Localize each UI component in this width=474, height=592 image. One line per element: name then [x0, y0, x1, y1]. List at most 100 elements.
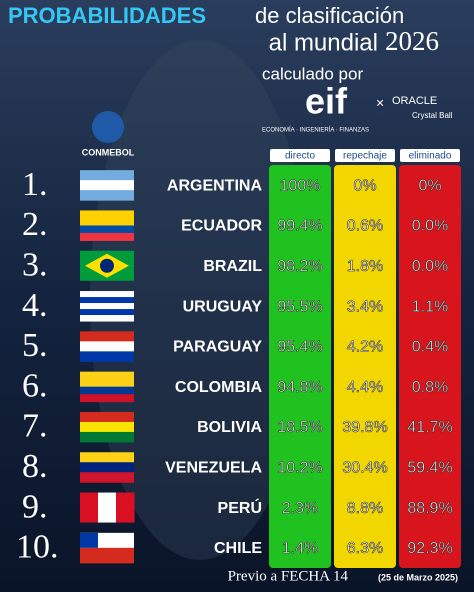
flag-part — [80, 291, 134, 298]
probability: 2.3% — [282, 500, 318, 517]
rank: 9. — [22, 488, 48, 525]
column-header-bg — [400, 149, 460, 162]
country: PARAGUAY — [173, 339, 262, 356]
country: BOLIVIA — [197, 419, 262, 436]
tagline: ECONOMÍA · INGENIERÍA · FINANZAS — [262, 127, 369, 134]
probability: 1.4% — [282, 540, 318, 557]
flag-part — [80, 371, 134, 380]
title-bold: PROBABILIDADES — [8, 3, 206, 28]
probability: 94.8% — [277, 379, 322, 396]
flag-part — [80, 472, 134, 483]
column-header-bg — [270, 149, 330, 162]
flag-part — [80, 547, 134, 564]
federation: CONMEBOL — [82, 147, 135, 157]
probability: 0.0% — [412, 258, 448, 275]
probability: 1.1% — [412, 298, 448, 315]
probability: 92.3% — [407, 540, 452, 557]
country: VENEZUELA — [165, 459, 262, 476]
country: URUGUAY — [183, 298, 263, 315]
probability: 0% — [418, 177, 441, 194]
rank: 1. — [22, 166, 48, 203]
table: directo repechaje eliminado 1. ARGENTINA 100%… — [16, 149, 461, 568]
probability: 39.8% — [342, 419, 387, 436]
flag-part — [80, 225, 134, 234]
footer-note: Previo a FECHA 14 — [228, 568, 349, 584]
rank: 8. — [22, 448, 48, 485]
flag-part — [80, 431, 134, 443]
column-bg — [334, 165, 396, 568]
flag-part — [80, 331, 134, 342]
country: BRAZIL — [203, 258, 262, 275]
title-line2: al mundial — [269, 29, 378, 56]
country: ARGENTINA — [167, 177, 263, 194]
column-bg — [399, 165, 461, 568]
probability: 6.3% — [347, 540, 383, 557]
footer-date: (25 de Marzo 2025) — [378, 572, 458, 582]
flag-part — [80, 170, 134, 181]
column-header-bg — [335, 149, 395, 162]
probability: 8.8% — [347, 500, 383, 517]
flag-part — [100, 258, 114, 273]
country: ECUADOR — [181, 218, 262, 235]
flag-part — [80, 492, 99, 523]
probability: 95.4% — [277, 339, 322, 356]
country: PERÚ — [218, 498, 262, 517]
flag-part — [80, 351, 134, 362]
times: × — [376, 95, 384, 111]
federation-logo — [92, 111, 124, 143]
flag-part — [80, 309, 134, 316]
rank: 7. — [22, 408, 48, 445]
flag-part — [80, 297, 134, 304]
rank: 3. — [22, 247, 48, 284]
probability: 95.5% — [277, 298, 322, 315]
credit: calculado por — [262, 64, 363, 83]
country: COLOMBIA — [175, 379, 263, 396]
probability: 98.2% — [277, 258, 322, 275]
flag-part — [80, 180, 134, 191]
column-header: repechaje — [343, 151, 387, 162]
flag-part — [98, 492, 117, 523]
partner: ORACLE — [392, 95, 437, 107]
probability: 100% — [280, 177, 321, 194]
flag-part — [80, 421, 134, 433]
flag-part — [80, 394, 134, 403]
probability: 0% — [353, 177, 376, 194]
probability: 59.4% — [407, 459, 452, 476]
probability: 0.8% — [412, 379, 448, 396]
probability: 3.4% — [347, 298, 383, 315]
probability: 4.2% — [347, 339, 383, 356]
probability: 1.8% — [347, 258, 383, 275]
probability: 88.9% — [407, 500, 452, 517]
year: 2026 — [385, 26, 439, 56]
column-header: eliminado — [409, 151, 452, 162]
flag-part — [80, 315, 134, 322]
flag-part — [116, 492, 135, 523]
player-silhouette — [90, 40, 310, 560]
probability: 10.2% — [277, 459, 322, 476]
probability: 0.4% — [412, 339, 448, 356]
probability: 0.6% — [347, 218, 383, 235]
flag-part — [80, 386, 134, 395]
probability: 4.4% — [347, 379, 383, 396]
flag-part — [80, 303, 134, 310]
rank: 10. — [16, 529, 59, 566]
rank: 4. — [22, 287, 48, 324]
flag-part — [80, 379, 134, 388]
column-header: directo — [285, 151, 315, 162]
logo: eif — [305, 81, 348, 122]
flag-part — [80, 210, 134, 219]
rank: 5. — [22, 327, 48, 364]
probability: 0.0% — [412, 218, 448, 235]
flag-part — [80, 411, 134, 423]
rank: 2. — [22, 206, 48, 243]
rank: 6. — [22, 367, 48, 404]
flag-part — [80, 232, 134, 241]
probability: 99.4% — [277, 218, 322, 235]
country: CHILE — [214, 540, 262, 557]
flag-part — [80, 217, 134, 226]
partner-sub: Crystal Ball — [412, 111, 453, 120]
flag-part — [80, 341, 134, 352]
probability: 30.4% — [342, 459, 387, 476]
flag-part — [80, 452, 134, 463]
